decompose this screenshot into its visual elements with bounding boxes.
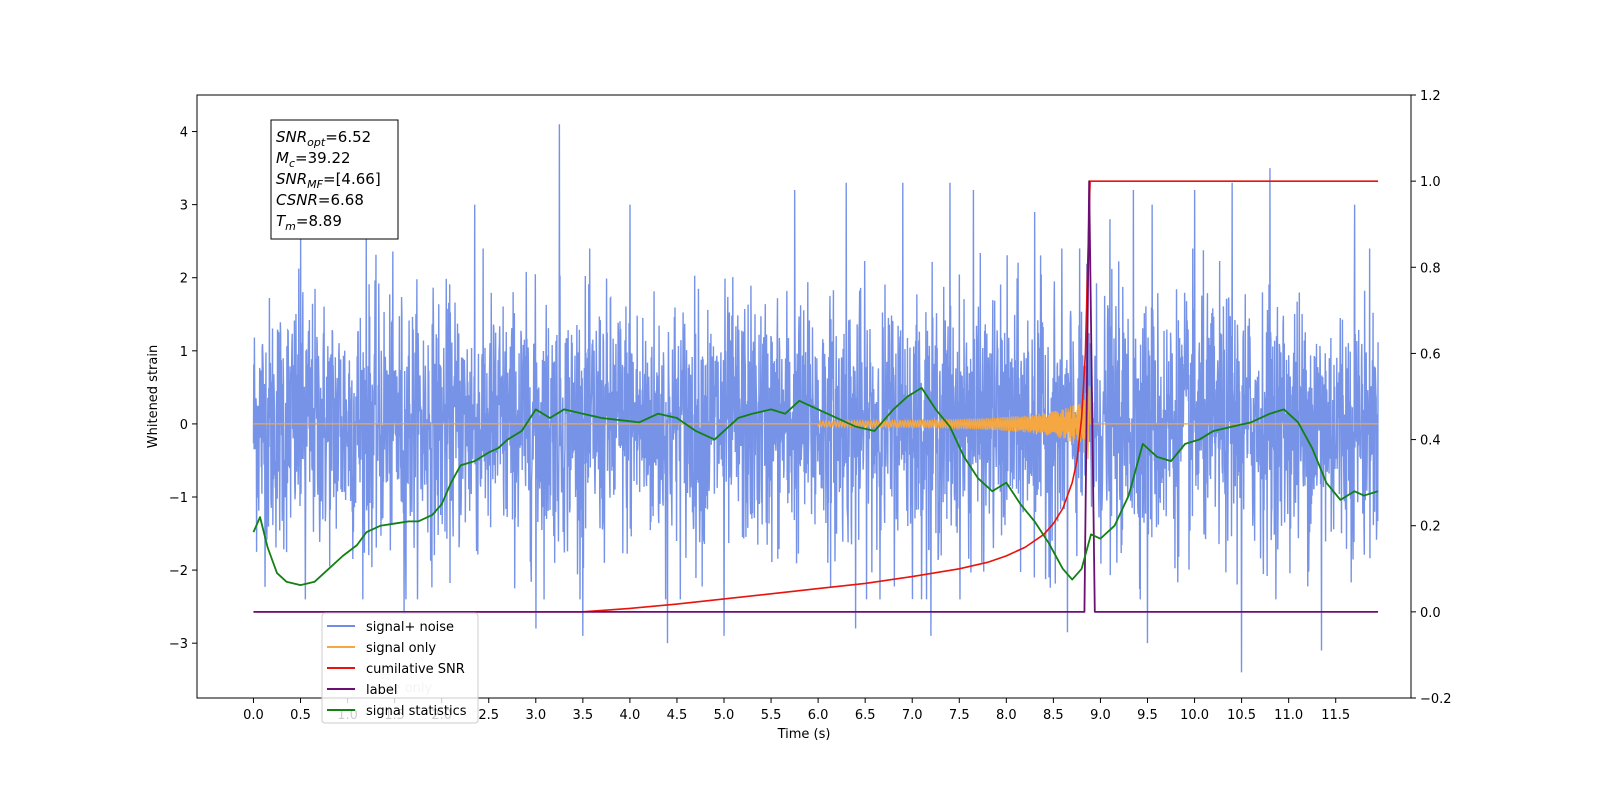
- x-tick-label: 8.0: [996, 708, 1017, 723]
- x-tick-label: 11.5: [1321, 708, 1350, 723]
- x-tick-label: 0.0: [243, 708, 264, 723]
- y2-axis-ticks: −0.2 0.0 0.2 0.4 0.6 0.8 1.0 1.2: [1411, 89, 1452, 707]
- x-tick-label: 5.5: [761, 708, 782, 723]
- y-tick-label: 2: [180, 272, 188, 287]
- signal-noise-layer: [252, 124, 1379, 673]
- y-tick-label: 1: [180, 345, 188, 360]
- y-axis-label: Whitened strain: [146, 345, 161, 448]
- y2-tick-label: 1.2: [1420, 89, 1441, 104]
- plot-frame: [196, 94, 1412, 699]
- y-tick-label: 0: [180, 418, 188, 433]
- y2-tick-label: 0.8: [1420, 261, 1441, 276]
- x-tick-label: 3.5: [573, 708, 594, 723]
- legend-label: signal+ noise: [366, 620, 454, 635]
- annotation-line: SNRMF=[4.66]: [276, 170, 381, 191]
- x-tick-label: 10.5: [1227, 708, 1256, 723]
- x-tick-label: 0.5: [290, 708, 311, 723]
- x-tick-label: 6.0: [808, 708, 829, 723]
- y-axis-ticks: −3 −2 −1 0 1 2 3 4: [169, 126, 197, 652]
- legend-label: label: [366, 683, 397, 698]
- annotation-line: SNRopt=6.52: [276, 128, 371, 149]
- signal-statistics-line: [252, 386, 1379, 587]
- y-tick-label: 4: [180, 126, 188, 141]
- cumulative-snr-layer: [253, 180, 1379, 613]
- x-tick-label: 3.0: [525, 708, 546, 723]
- cumulative-snr-line: [253, 180, 1379, 613]
- legend-label: signal only: [366, 641, 436, 656]
- label-layer: [253, 180, 1379, 613]
- x-tick-label: 9.0: [1090, 708, 1111, 723]
- x-tick-label: 6.5: [855, 708, 876, 723]
- signal-statistics-layer: [252, 386, 1379, 587]
- x-tick-label: 11.0: [1274, 708, 1303, 723]
- label-line: [253, 180, 1379, 613]
- x-tick-label: 4.0: [620, 708, 641, 723]
- x-tick-label: 9.5: [1137, 708, 1158, 723]
- x-tick-label: 2.5: [478, 708, 499, 723]
- signal-only-layer: [253, 385, 1379, 460]
- plot-area: [252, 124, 1379, 673]
- x-tick-label: 5.0: [714, 708, 735, 723]
- y2-tick-label: 0.6: [1420, 347, 1441, 362]
- y2-tick-label: 0.4: [1420, 434, 1441, 449]
- x-tick-label: 7.0: [902, 708, 923, 723]
- x-tick-label: 4.5: [667, 708, 688, 723]
- x-tick-label: 10.0: [1180, 708, 1209, 723]
- annotation-line: Mc=39.22: [276, 149, 351, 170]
- x-tick-label: 7.5: [949, 708, 970, 723]
- y2-tick-label: −0.2: [1420, 692, 1452, 707]
- legend-frame: [321, 612, 479, 724]
- y-tick-label: −3: [169, 637, 188, 652]
- y2-tick-label: 0.0: [1420, 606, 1441, 621]
- signal-only-line: [253, 385, 1379, 460]
- legend-label: signal statistics: [366, 704, 467, 719]
- annotation-box: SNRopt=6.52Mc=39.22SNRMF=[4.66]CSNR=6.68…: [270, 119, 399, 240]
- y2-tick-label: 0.2: [1420, 520, 1441, 535]
- legend-label: cumilative SNR: [366, 662, 465, 677]
- y-tick-label: −2: [169, 564, 188, 579]
- annotation-line: Tm=8.89: [276, 212, 342, 233]
- y-tick-label: −1: [169, 491, 188, 506]
- y-tick-label: 3: [180, 199, 188, 214]
- x-axis-label: Time (s): [777, 727, 831, 742]
- signal-noise-line: [252, 124, 1379, 673]
- annotation-frame: [270, 119, 399, 240]
- y2-tick-label: 1.0: [1420, 175, 1441, 190]
- annotation-line: CSNR=6.68: [276, 191, 364, 209]
- x-tick-label: 8.5: [1043, 708, 1064, 723]
